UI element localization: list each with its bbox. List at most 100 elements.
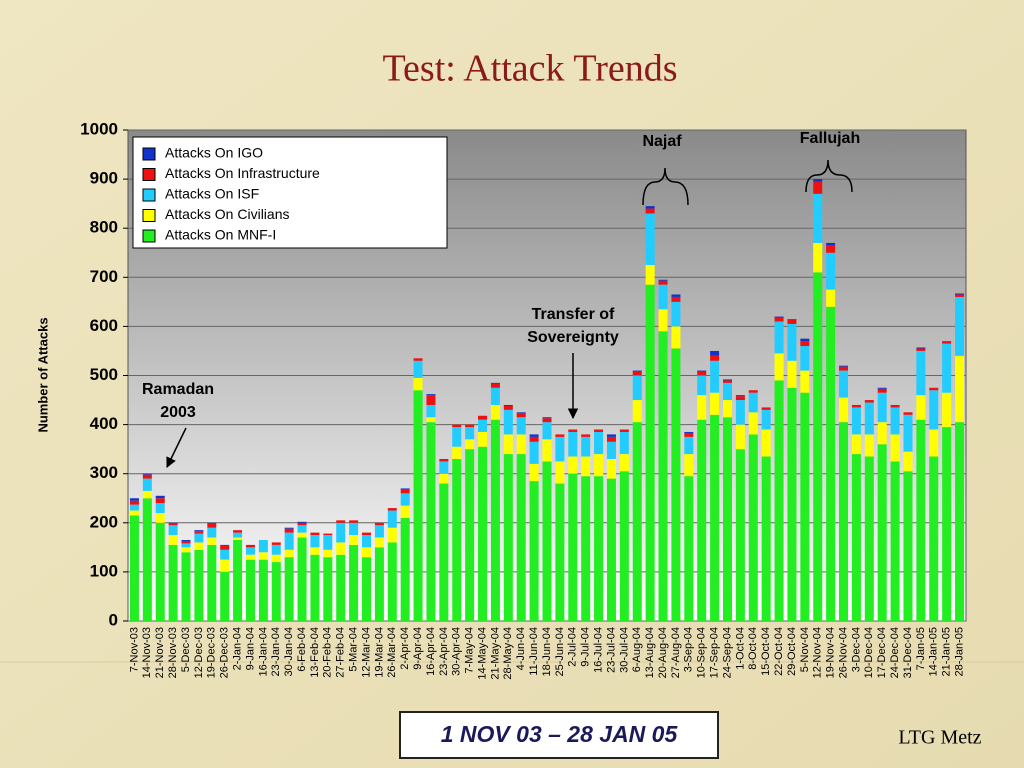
bar-segment xyxy=(207,523,217,528)
y-tick-label: 700 xyxy=(90,267,118,286)
bar-segment xyxy=(310,554,320,621)
bar-segment xyxy=(233,539,243,621)
bar-segment xyxy=(955,422,965,621)
bar-segment xyxy=(748,390,758,393)
x-tick-label: 14-Nov-03 xyxy=(141,627,153,678)
bar-segment xyxy=(877,422,887,445)
bar-segment xyxy=(955,296,965,356)
bar-segment xyxy=(129,504,139,511)
x-tick-label: 2-Jan-04 xyxy=(231,627,243,670)
bar-segment xyxy=(555,436,565,462)
x-tick-label: 21-May-04 xyxy=(489,627,501,680)
bar-segment xyxy=(916,395,926,420)
annotation: Sovereignty xyxy=(527,329,619,346)
bar-segment xyxy=(787,387,797,621)
bar-segment xyxy=(955,355,965,423)
bar-segment xyxy=(877,392,887,423)
bar-segment xyxy=(478,446,488,621)
bar-segment xyxy=(503,434,513,455)
bar-segment xyxy=(800,338,810,342)
bar-segment xyxy=(877,444,887,621)
bar-segment xyxy=(400,493,410,506)
bar-segment xyxy=(903,414,913,452)
bar-segment xyxy=(697,371,707,376)
bar-segment xyxy=(465,439,475,450)
bar-segment xyxy=(490,383,500,388)
bar-segment xyxy=(297,522,307,526)
x-tick-label: 6-Aug-04 xyxy=(631,627,643,672)
x-tick-label: 28-May-04 xyxy=(502,627,514,680)
bar-segment xyxy=(851,407,861,435)
bar-segment xyxy=(181,552,191,621)
bar-segment xyxy=(813,181,823,194)
bar-segment xyxy=(722,382,732,401)
bar-segment xyxy=(697,375,707,396)
bar-segment xyxy=(465,449,475,621)
x-tick-label: 25-Jun-04 xyxy=(554,627,566,677)
bar-segment xyxy=(503,454,513,621)
bar-segment xyxy=(606,441,616,459)
bar-segment xyxy=(735,449,745,621)
bar-segment xyxy=(619,454,629,472)
bar-segment xyxy=(632,400,642,423)
bar-segment xyxy=(826,242,836,246)
x-tick-label: 5-Mar-04 xyxy=(348,627,360,672)
bar-segment xyxy=(336,522,346,543)
bar-segment xyxy=(439,473,449,484)
bar-segment xyxy=(594,431,604,455)
bar-segment xyxy=(413,358,423,361)
annotation: 2003 xyxy=(160,404,196,421)
x-tick-label: 16-Apr-04 xyxy=(425,627,437,676)
bar-segment xyxy=(478,415,488,420)
bar-segment xyxy=(555,461,565,484)
bar-segment xyxy=(516,454,526,621)
bar-segment xyxy=(297,521,307,523)
x-tick-label: 27-Feb-04 xyxy=(335,627,347,678)
bar-segment xyxy=(684,431,694,433)
bar-segment xyxy=(658,280,668,285)
bar-segment xyxy=(697,370,707,372)
x-tick-label: 21-Jan-05 xyxy=(941,627,953,677)
bar-segment xyxy=(297,525,307,533)
bar-segment xyxy=(606,434,616,437)
bar-segment xyxy=(271,562,281,621)
bar-segment xyxy=(490,419,500,621)
bar-segment xyxy=(761,409,771,430)
x-tick-label: 9-Jul-04 xyxy=(580,627,592,667)
bar-segment xyxy=(336,520,346,523)
bar-segment xyxy=(581,456,591,477)
bar-segment xyxy=(245,547,255,555)
bar-segment xyxy=(555,483,565,621)
najaf-brace xyxy=(642,167,689,206)
bar-segment xyxy=(297,532,307,538)
bar-segment xyxy=(129,515,139,621)
bar-segment xyxy=(929,456,939,621)
bar-segment xyxy=(890,404,900,408)
bar-segment xyxy=(658,284,668,310)
bar-segment xyxy=(284,557,294,621)
bar-segment xyxy=(503,409,513,435)
bar-segment xyxy=(323,533,333,536)
x-tick-label: 10-Sep-04 xyxy=(696,627,708,678)
bar-segment xyxy=(903,412,913,415)
bar-segment xyxy=(426,395,436,405)
bar-segment xyxy=(916,347,926,349)
bar-segment xyxy=(142,498,152,621)
bar-segment xyxy=(400,505,410,518)
bar-segment xyxy=(194,533,204,543)
bar-segment xyxy=(735,400,745,425)
x-tick-label: 13-Aug-04 xyxy=(644,627,656,678)
y-tick-label: 100 xyxy=(90,561,118,580)
bar-segment xyxy=(155,512,165,523)
x-tick-label: 23-Jan-04 xyxy=(270,627,282,677)
bar-segment xyxy=(155,495,165,499)
x-tick-label: 7-Jan-05 xyxy=(915,627,927,670)
bar-segment xyxy=(697,395,707,420)
x-tick-label: 28-Nov-03 xyxy=(167,627,179,678)
bar-segment xyxy=(568,429,578,432)
bar-segment xyxy=(826,245,836,253)
bar-segment xyxy=(387,527,397,543)
bar-segment xyxy=(710,392,720,415)
bar-segment xyxy=(774,317,784,322)
bar-segment xyxy=(813,179,823,182)
